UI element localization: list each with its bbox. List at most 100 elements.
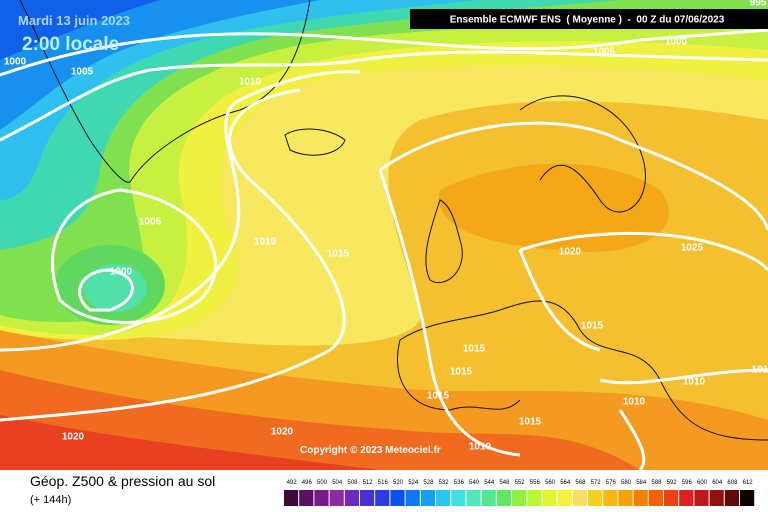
isobar-label: 1010 bbox=[469, 442, 492, 453]
scale-label: 552 bbox=[515, 480, 526, 486]
scale-label: 572 bbox=[591, 480, 602, 486]
scale-label: 608 bbox=[727, 480, 738, 486]
coastline bbox=[19, 0, 311, 183]
scale-swatch bbox=[709, 490, 724, 506]
isobar-label: 995 bbox=[750, 0, 767, 9]
field bbox=[0, 0, 768, 323]
scale-label: 596 bbox=[682, 480, 693, 486]
scale-label: 612 bbox=[743, 480, 754, 486]
scale-label: 540 bbox=[469, 480, 480, 486]
scale-swatch bbox=[496, 490, 511, 506]
scale-swatch bbox=[542, 490, 557, 506]
scale-swatch bbox=[344, 490, 359, 506]
isobar-label: 1020 bbox=[62, 432, 85, 443]
field bbox=[0, 0, 320, 130]
scale-label: 548 bbox=[499, 480, 510, 486]
isobar-label: 1000 bbox=[4, 57, 27, 68]
isobar-label: 1015 bbox=[463, 344, 486, 355]
footer-title: Géop. Z500 & pression au sol bbox=[30, 473, 215, 489]
isobar-label: 1010 bbox=[254, 237, 277, 248]
isobar-label: 1015 bbox=[427, 391, 450, 402]
scale-label: 556 bbox=[530, 480, 541, 486]
scale-label: 508 bbox=[347, 480, 358, 486]
isobar bbox=[0, 70, 361, 352]
coastline bbox=[284, 128, 346, 156]
scale-swatch bbox=[420, 490, 435, 506]
scale-swatch bbox=[451, 490, 466, 506]
color-scale: 492 496 500 504 508 512 516 520 524 528 532 536 540 5… bbox=[284, 480, 755, 506]
scale-label: 600 bbox=[697, 480, 708, 486]
scale-label: 560 bbox=[545, 480, 556, 486]
copyright: Copyright © 2023 Meteociel.fr bbox=[300, 445, 441, 456]
scale-swatch bbox=[527, 490, 542, 506]
scale-label: 568 bbox=[575, 480, 586, 486]
scale-swatch bbox=[740, 490, 755, 506]
isobar-label: 1005 bbox=[593, 47, 616, 58]
scale-swatch bbox=[664, 490, 679, 506]
scale-swatch bbox=[390, 490, 405, 506]
isobar-label: 1010 bbox=[623, 397, 646, 408]
scale-swatch bbox=[618, 490, 633, 506]
scale-swatch bbox=[724, 490, 739, 506]
scale-label: 496 bbox=[302, 480, 313, 486]
isobar-label: 1000 bbox=[665, 37, 688, 48]
isobar-label: 1010 bbox=[683, 377, 706, 388]
isobar-labels: 995 1000 1005 1000 1005 1010 1005 1010 1000 1015 1… bbox=[4, 0, 768, 453]
scale-swatch bbox=[360, 490, 375, 506]
scale-swatch bbox=[436, 490, 451, 506]
isobar bbox=[51, 188, 218, 324]
isobar-label: 1020 bbox=[559, 247, 582, 258]
scale-label: 584 bbox=[636, 480, 647, 486]
footer-subtitle: (+ 144h) bbox=[30, 494, 71, 506]
scale-swatch bbox=[679, 490, 694, 506]
model-info: Ensemble ECMWF ENS ( Moyenne ) - 00 Z du… bbox=[450, 15, 725, 26]
scale-swatch bbox=[557, 490, 572, 506]
time: 2:00 locale bbox=[22, 34, 119, 55]
scale-swatch bbox=[588, 490, 603, 506]
scale-swatch bbox=[375, 490, 390, 506]
scale-swatch bbox=[633, 490, 648, 506]
scale-label: 500 bbox=[317, 480, 328, 486]
isobar-label: 101 bbox=[752, 365, 768, 376]
scale-label: 604 bbox=[712, 480, 723, 486]
scale-swatch bbox=[648, 490, 663, 506]
scale-label: 564 bbox=[560, 480, 571, 486]
scale-swatch bbox=[314, 490, 329, 506]
scale-swatch bbox=[572, 490, 587, 506]
scale-swatch bbox=[329, 490, 344, 506]
scale-label: 492 bbox=[287, 480, 298, 486]
isobar-label: 1020 bbox=[271, 427, 294, 438]
scale-label: 524 bbox=[408, 480, 419, 486]
scale-swatch bbox=[694, 490, 709, 506]
scale-swatch bbox=[405, 490, 420, 506]
field bbox=[0, 0, 768, 335]
scale-label: 532 bbox=[439, 480, 450, 486]
isobar bbox=[0, 28, 768, 77]
scale-label: 520 bbox=[393, 480, 404, 486]
model-box bbox=[410, 9, 768, 29]
field bbox=[0, 0, 160, 60]
scale-label: 504 bbox=[332, 480, 343, 486]
coastline bbox=[425, 199, 463, 284]
isobar bbox=[518, 231, 768, 352]
isobar-label: 1005 bbox=[71, 67, 94, 78]
scale-swatch bbox=[299, 490, 314, 506]
isobar-label: 1015 bbox=[519, 417, 542, 428]
scale-label: 512 bbox=[363, 480, 374, 486]
scale-label: 516 bbox=[378, 480, 389, 486]
isobar bbox=[0, 88, 346, 422]
scale-swatch bbox=[603, 490, 618, 506]
field bbox=[0, 0, 620, 250]
isobar bbox=[378, 121, 768, 457]
scale-label: 544 bbox=[484, 480, 495, 486]
scale-swatch bbox=[466, 490, 481, 506]
isobar-label: 1015 bbox=[450, 367, 473, 378]
isobar-label: 1025 bbox=[681, 243, 704, 254]
coastline bbox=[396, 95, 768, 441]
scale-label: 528 bbox=[423, 480, 434, 486]
scale-label: 536 bbox=[454, 480, 465, 486]
isobar bbox=[78, 268, 134, 312]
isobar-label: 1015 bbox=[327, 249, 350, 260]
isobar bbox=[599, 368, 768, 472]
isobar-label: 1000 bbox=[110, 267, 133, 278]
